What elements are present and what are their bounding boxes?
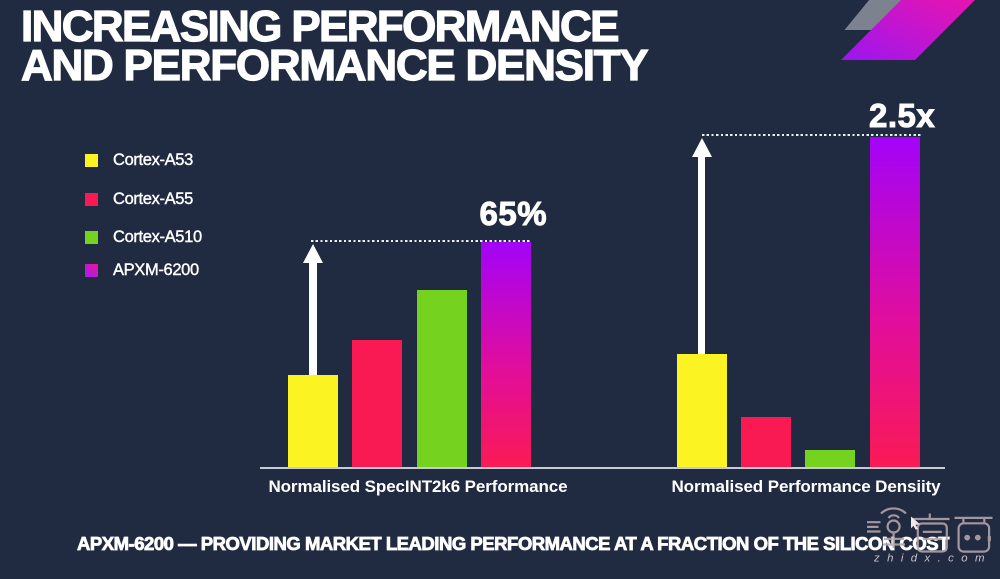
svg-text:zhidx.com: zhidx.com: [873, 553, 992, 565]
